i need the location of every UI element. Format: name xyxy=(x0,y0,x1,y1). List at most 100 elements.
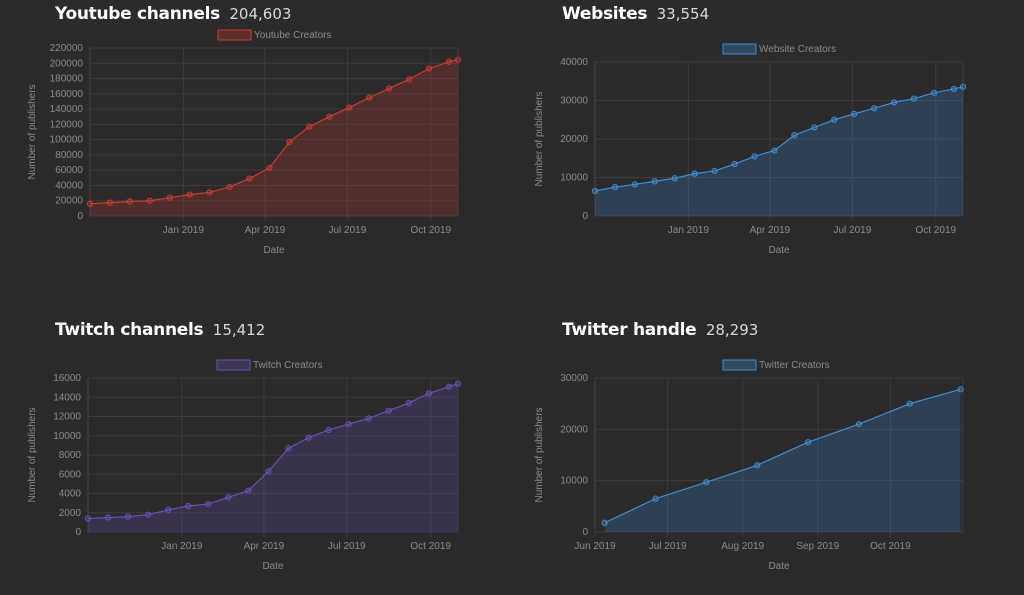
y-axis-label: Number of publishers xyxy=(534,407,545,502)
y-tick-label: 140000 xyxy=(50,104,84,115)
y-tick-label: 6000 xyxy=(59,469,82,480)
data-point xyxy=(225,494,232,501)
data-point xyxy=(791,132,798,139)
legend-swatch xyxy=(722,359,757,371)
x-axis-label: Date xyxy=(768,245,790,256)
data-point xyxy=(754,462,761,469)
data-point xyxy=(286,138,293,146)
x-tick-label: Apr 2019 xyxy=(750,225,791,236)
data-point xyxy=(226,183,233,191)
data-point xyxy=(771,147,778,154)
y-tick-label: 4000 xyxy=(59,489,82,500)
data-point xyxy=(601,519,608,526)
data-point xyxy=(871,105,878,112)
data-point xyxy=(206,189,213,196)
x-tick-label: Apr 2019 xyxy=(244,541,285,552)
grid-lines xyxy=(89,47,459,221)
series-line xyxy=(89,59,459,205)
y-tick-label: 120000 xyxy=(50,119,84,130)
data-point xyxy=(930,89,938,96)
legend: Twitter Creators xyxy=(722,359,830,371)
y-tick-label: 200000 xyxy=(50,58,84,69)
data-point xyxy=(84,515,92,522)
x-tick-label: Jul 2019 xyxy=(329,225,367,236)
panel-title: Websites xyxy=(562,4,648,24)
x-tick-label: Jan 2019 xyxy=(161,541,203,552)
data-point xyxy=(804,439,812,446)
grid-lines xyxy=(87,377,459,537)
data-point xyxy=(855,421,862,428)
data-point xyxy=(366,94,373,101)
y-tick-label: 30000 xyxy=(560,373,588,384)
data-point xyxy=(906,400,913,407)
panel-count: 28,293 xyxy=(705,321,759,339)
data-point xyxy=(703,479,710,486)
data-point xyxy=(106,199,114,206)
y-tick-label: 0 xyxy=(582,211,588,222)
data-point xyxy=(751,153,758,160)
y-tick-label: 20000 xyxy=(560,134,588,145)
data-point xyxy=(910,95,918,102)
panel-header: Youtube channels 204,603 xyxy=(55,4,291,34)
x-axis-label: Date xyxy=(263,245,285,256)
y-axis-label: Number of publishers xyxy=(27,407,38,502)
series-line xyxy=(604,388,961,524)
data-point xyxy=(146,197,153,204)
y-tick-label: 0 xyxy=(75,527,81,538)
data-point xyxy=(811,124,818,131)
x-tick-label: Aug 2019 xyxy=(721,541,764,552)
y-tick-label: 16000 xyxy=(53,373,81,384)
data-point xyxy=(185,502,192,510)
y-tick-label: 60000 xyxy=(55,165,83,176)
panel-count: 33,554 xyxy=(656,5,710,23)
panel-count: 204,603 xyxy=(229,5,292,23)
series-area xyxy=(88,383,458,532)
chart: 0 20000 40000 60000 80000 100000 120000 140000 1… xyxy=(27,29,462,256)
data-point xyxy=(166,194,173,201)
x-tick-label: Apr 2019 xyxy=(245,225,286,236)
y-tick-label: 80000 xyxy=(55,150,83,161)
data-point xyxy=(425,390,432,397)
legend-label: Twitch Creators xyxy=(253,360,322,371)
legend-swatch xyxy=(722,43,757,55)
data-point xyxy=(385,407,392,414)
data-point xyxy=(246,175,253,182)
data-point xyxy=(124,513,132,520)
series-line xyxy=(594,86,964,192)
legend-label: Twitter Creators xyxy=(759,360,830,371)
data-point xyxy=(445,58,453,65)
data-point xyxy=(346,104,353,111)
panel-title: Twitch channels xyxy=(55,320,204,340)
y-tick-label: 8000 xyxy=(59,450,82,461)
data-point xyxy=(186,191,193,198)
legend: Youtube Creators xyxy=(217,29,331,41)
data-point xyxy=(265,468,272,475)
x-axis-label: Date xyxy=(262,561,284,572)
series-area xyxy=(90,59,458,217)
panel-header: Websites 33,554 xyxy=(562,4,709,34)
x-tick-label: Oct 2019 xyxy=(916,225,957,236)
legend: Twitch Creators xyxy=(216,359,322,371)
series-line xyxy=(87,383,459,520)
y-axis-label: Number of publishers xyxy=(534,91,545,186)
legend-label: Youtube Creators xyxy=(254,30,331,41)
x-tick-label: Oct 2019 xyxy=(870,541,911,552)
x-tick-label: Oct 2019 xyxy=(411,225,452,236)
data-point xyxy=(711,167,718,175)
data-point xyxy=(425,65,433,72)
data-point xyxy=(245,487,252,494)
legend-swatch xyxy=(217,29,252,41)
legend: Website Creators xyxy=(722,43,836,55)
data-point xyxy=(445,383,452,390)
youtube-panel: Youtube channels 204,603 0 20000 40000 6000… xyxy=(27,4,525,279)
x-tick-label: Jul 2019 xyxy=(328,541,366,552)
data-point xyxy=(325,426,332,434)
twitter-panel: Twitter handle 28,293 0 10000 20000 30000 Ju… xyxy=(534,320,1024,595)
data-point xyxy=(386,85,393,92)
y-tick-label: 40000 xyxy=(55,180,83,191)
y-tick-label: 14000 xyxy=(53,392,81,403)
y-axis-label: Number of publishers xyxy=(27,84,38,179)
data-point xyxy=(365,415,372,422)
y-tick-label: 180000 xyxy=(50,74,84,85)
y-tick-label: 220000 xyxy=(50,43,84,54)
